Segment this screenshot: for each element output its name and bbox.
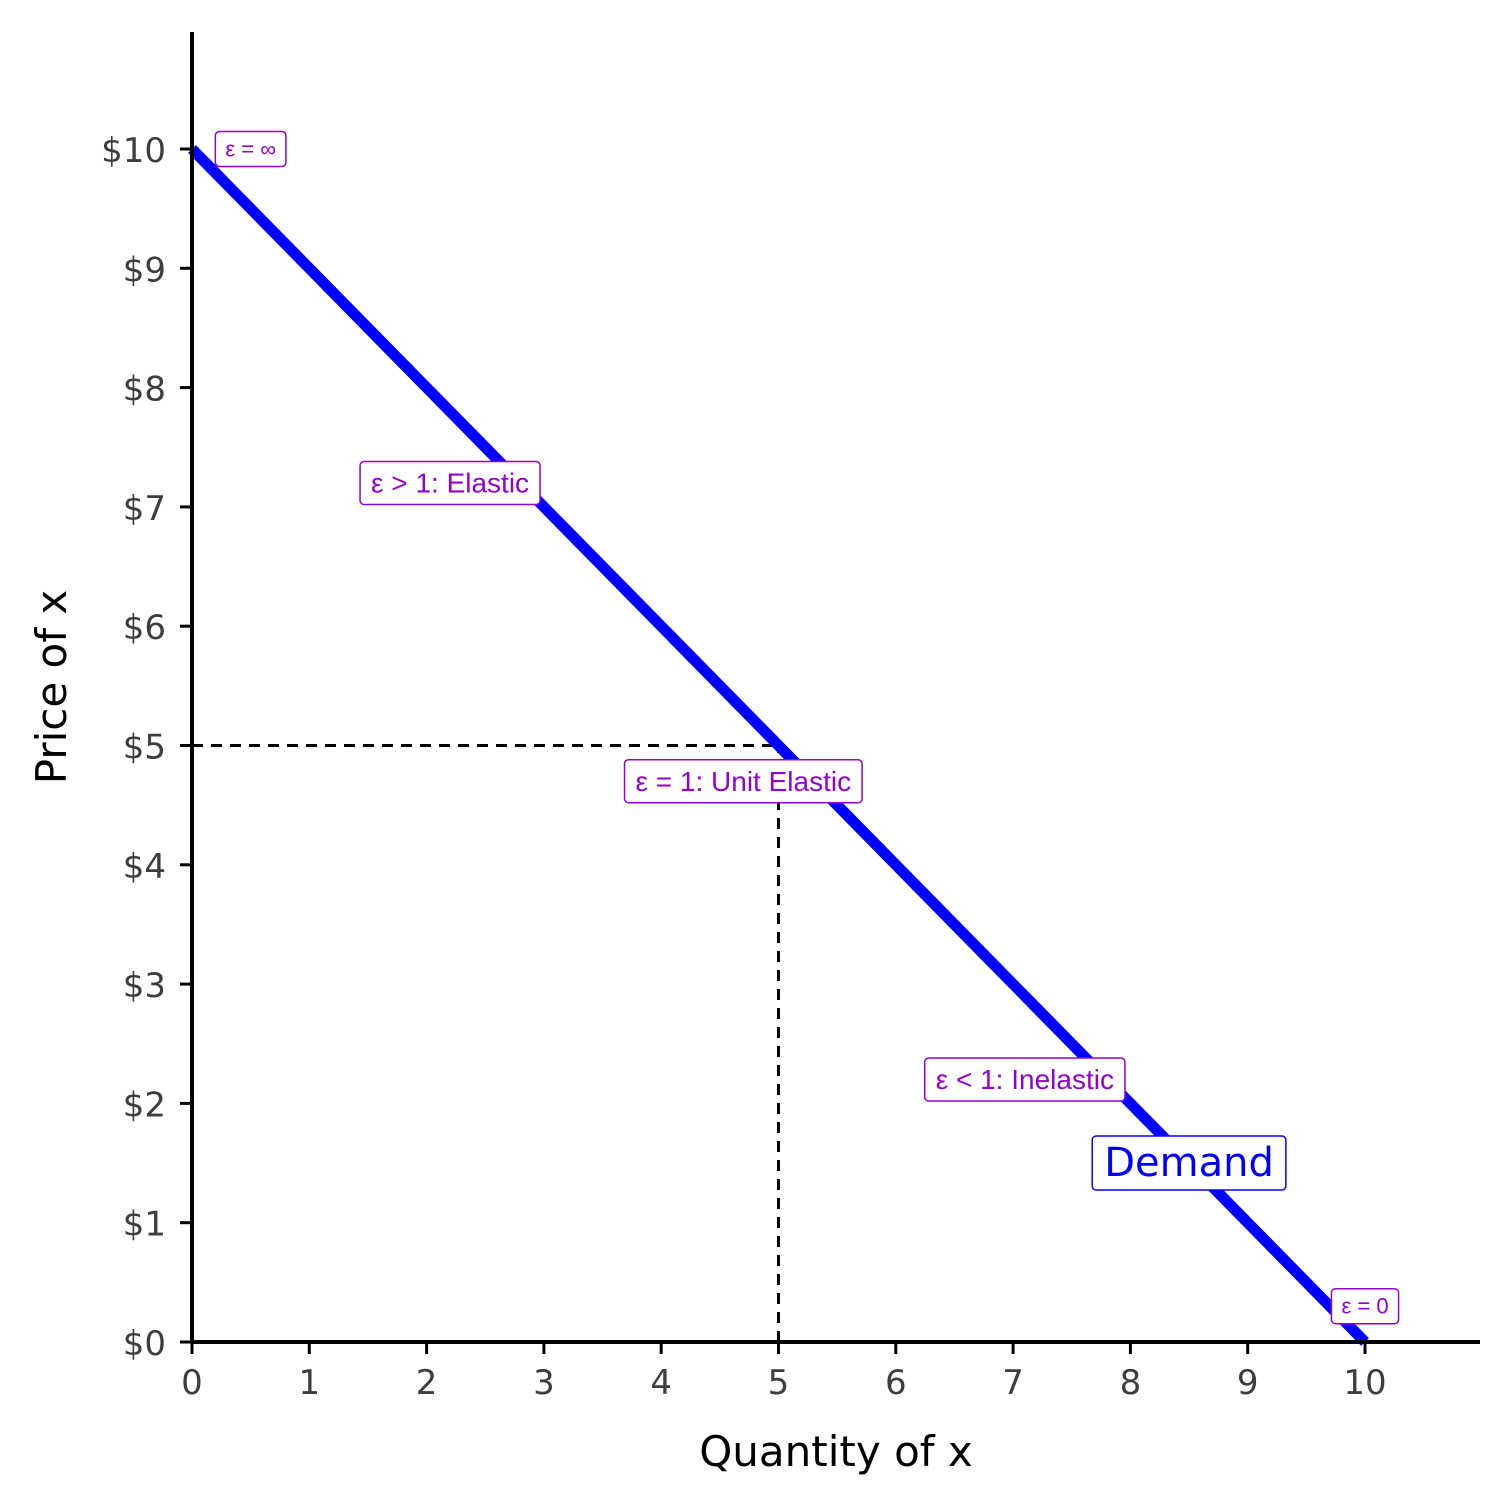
x-tick-label: 7 — [1002, 1363, 1024, 1403]
reference-lines — [192, 744, 780, 1342]
y-tick-label: $0 — [123, 1324, 166, 1364]
demand-label: Demand — [1091, 1135, 1287, 1191]
x-tick-label: 10 — [1343, 1363, 1386, 1403]
elasticity-label-2: ε = 1: Unit Elastic — [623, 759, 863, 804]
elasticity-label-3: ε < 1: Inelastic — [923, 1057, 1126, 1102]
elasticity-label-0-text: ε = ∞ — [225, 137, 276, 162]
demand-label-text: Demand — [1104, 1140, 1274, 1186]
elasticity-label-3-text: ε < 1: Inelastic — [936, 1064, 1114, 1095]
y-tick-label: $10 — [101, 131, 166, 171]
y-tick-label: $3 — [123, 966, 166, 1006]
y-tick-label: $9 — [123, 250, 166, 290]
elasticity-label-1-box — [359, 460, 541, 506]
elasticity-label-2-text: ε = 1: Unit Elastic — [636, 766, 852, 797]
elasticity-label-3-box — [923, 1057, 1126, 1102]
x-tick-label: 0 — [181, 1363, 203, 1403]
x-tick-label: 4 — [650, 1363, 672, 1403]
elasticity-label-1: ε > 1: Elastic — [359, 460, 541, 506]
y-tick-label: $1 — [123, 1205, 166, 1245]
x-tick-label: 2 — [416, 1363, 438, 1403]
x-tick-label: 3 — [533, 1363, 555, 1403]
x-axis-ticks: 0 1 2 3 4 5 6 7 8 9 10 — [181, 1342, 1387, 1403]
x-axis-title: Quantity of x — [699, 1427, 973, 1476]
y-tick-label: $7 — [123, 489, 166, 529]
x-tick-label: 8 — [1120, 1363, 1142, 1403]
x-tick-label: 9 — [1237, 1363, 1259, 1403]
annotations-layer: ε = ∞ ε > 1: Elastic ε = 1: Unit Elastic ε … — [214, 130, 1400, 1325]
x-tick-label: 6 — [885, 1363, 907, 1403]
x-tick-label: 1 — [298, 1363, 320, 1403]
demand-label-box — [1091, 1135, 1287, 1191]
elasticity-label-4: ε = 0 — [1330, 1287, 1400, 1325]
x-tick-label: 5 — [768, 1363, 790, 1403]
elasticity-label-2-box — [623, 759, 863, 804]
elasticity-label-1-text: ε > 1: Elastic — [371, 468, 529, 499]
elasticity-label-4-box — [1330, 1287, 1400, 1325]
y-tick-label: $2 — [123, 1085, 166, 1125]
y-axis-title: Price of x — [27, 590, 76, 785]
elasticity-label-0-box — [214, 130, 287, 168]
y-axis-ticks: $0 $1 $2 $3 $4 $5 $6 $7 $8 $9 $10 — [101, 131, 192, 1364]
y-tick-label: $5 — [123, 728, 166, 768]
elasticity-label-0: ε = ∞ — [214, 130, 287, 168]
y-tick-label: $6 — [123, 608, 166, 648]
y-tick-label: $8 — [123, 370, 166, 410]
y-tick-label: $4 — [123, 847, 166, 887]
elasticity-label-4-text: ε = 0 — [1341, 1294, 1388, 1319]
